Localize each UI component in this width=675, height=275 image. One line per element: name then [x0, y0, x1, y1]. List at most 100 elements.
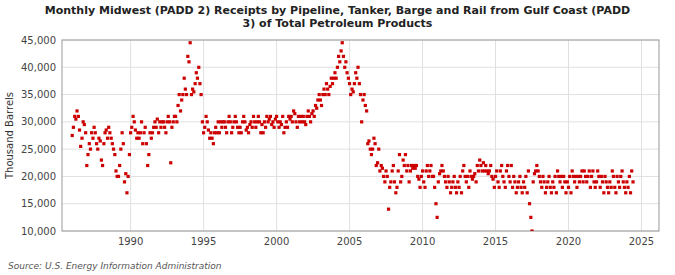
- point: [433, 186, 436, 189]
- point: [181, 93, 184, 96]
- point: [123, 180, 126, 183]
- point: [271, 120, 274, 123]
- point: [359, 93, 362, 96]
- point: [101, 164, 104, 167]
- point: [122, 142, 125, 145]
- point: [516, 186, 519, 189]
- point: [506, 164, 509, 167]
- point: [380, 164, 383, 167]
- point: [112, 148, 115, 151]
- point: [131, 115, 134, 118]
- point: [371, 148, 374, 151]
- point: [579, 175, 582, 178]
- point: [594, 186, 597, 189]
- point: [510, 164, 513, 167]
- point: [617, 180, 620, 183]
- point: [72, 126, 75, 129]
- point: [304, 123, 307, 126]
- point: [230, 131, 233, 134]
- point: [392, 164, 395, 167]
- point: [550, 191, 553, 194]
- point: [308, 115, 311, 118]
- point: [512, 175, 515, 178]
- point: [599, 186, 602, 189]
- point: [482, 161, 485, 164]
- point: [155, 126, 158, 129]
- point: [466, 175, 469, 178]
- point: [194, 82, 197, 85]
- point: [612, 175, 615, 178]
- point: [302, 115, 305, 118]
- point: [339, 49, 342, 52]
- point: [629, 191, 632, 194]
- point: [399, 180, 402, 183]
- point: [566, 180, 569, 183]
- point: [527, 169, 530, 172]
- point: [453, 175, 456, 178]
- point: [342, 55, 345, 58]
- point: [545, 186, 548, 189]
- point: [432, 175, 435, 178]
- point: [375, 164, 378, 167]
- point: [95, 142, 98, 145]
- plot-frame: [62, 40, 659, 231]
- point: [625, 180, 628, 183]
- point: [75, 109, 78, 112]
- point: [530, 229, 533, 231]
- point: [607, 191, 610, 194]
- point: [603, 175, 606, 178]
- point: [307, 109, 310, 112]
- title-line: Monthly Midwest (PADD 2) Receipts by Pip…: [45, 4, 630, 17]
- point: [130, 126, 133, 129]
- point: [117, 175, 120, 178]
- point: [356, 66, 359, 69]
- point: [309, 120, 312, 123]
- grid-line-y: [62, 149, 659, 150]
- point: [180, 98, 183, 101]
- point: [543, 180, 546, 183]
- point: [395, 186, 398, 189]
- grid-line-x: [568, 40, 569, 231]
- point: [605, 180, 608, 183]
- x-tick-label: 2015: [483, 236, 508, 247]
- point: [358, 82, 361, 85]
- point: [521, 191, 524, 194]
- point: [195, 71, 198, 74]
- point: [159, 126, 162, 129]
- point: [532, 180, 535, 183]
- point: [86, 153, 89, 156]
- point: [355, 77, 358, 80]
- point: [267, 120, 270, 123]
- point: [235, 120, 238, 123]
- grid-line-x: [641, 40, 642, 231]
- point: [319, 98, 322, 101]
- annotation: Source: U.S. Energy Information Administ…: [8, 261, 222, 271]
- title-line: 3) of Total Petroleum Products: [243, 17, 433, 30]
- y-tick-label: 15,000: [21, 198, 56, 209]
- point: [535, 164, 538, 167]
- point: [417, 178, 420, 181]
- point: [202, 131, 205, 134]
- point: [224, 126, 227, 129]
- point: [200, 93, 203, 96]
- point: [620, 169, 623, 172]
- point: [231, 126, 234, 129]
- point: [556, 169, 559, 172]
- point: [555, 191, 558, 194]
- point: [500, 164, 503, 167]
- point: [275, 115, 278, 118]
- point: [423, 186, 426, 189]
- point: [618, 186, 621, 189]
- point: [606, 186, 609, 189]
- point: [335, 77, 338, 80]
- point: [564, 191, 567, 194]
- point: [129, 131, 132, 134]
- point: [263, 120, 266, 123]
- point: [440, 164, 443, 167]
- point: [175, 120, 178, 123]
- point: [89, 148, 92, 151]
- point: [610, 186, 613, 189]
- point: [322, 88, 325, 91]
- grid: [62, 40, 659, 231]
- point: [538, 175, 541, 178]
